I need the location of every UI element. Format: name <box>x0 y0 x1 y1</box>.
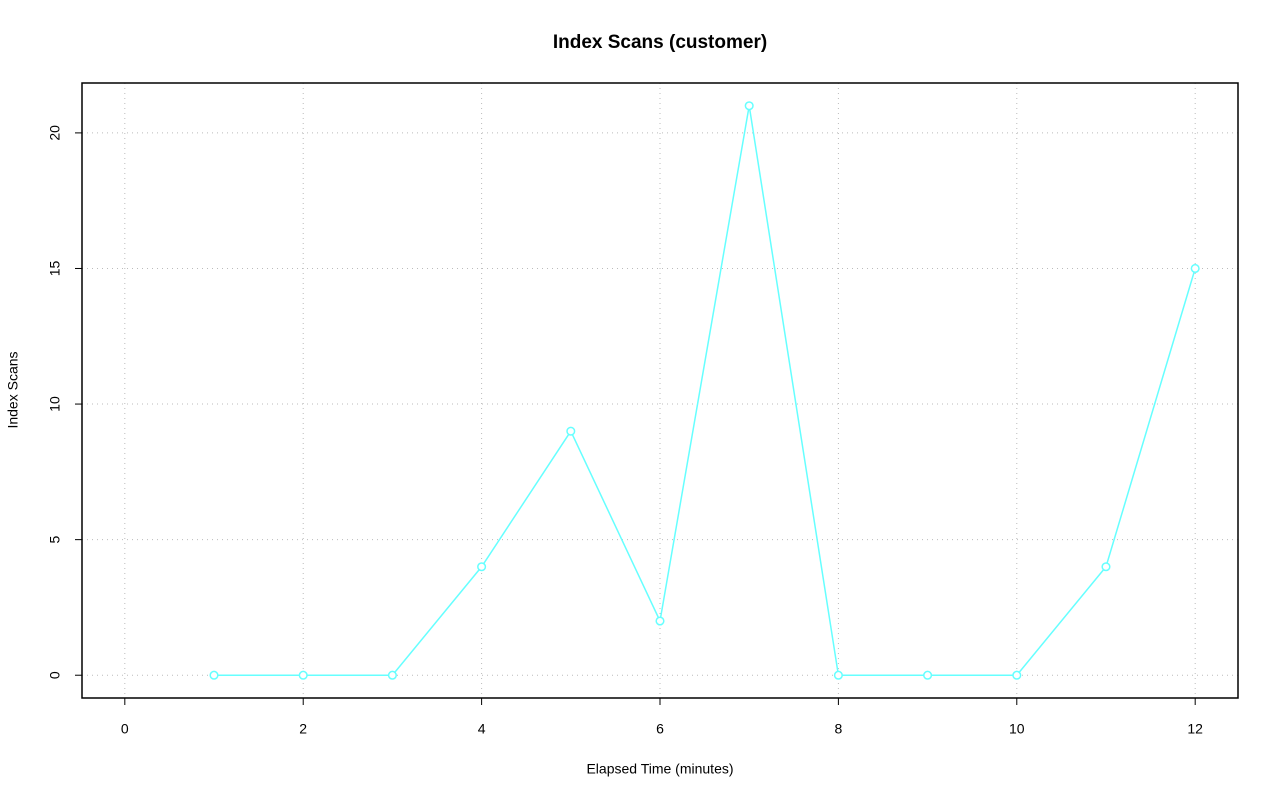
x-tick-label: 4 <box>478 721 486 737</box>
data-point <box>1101 562 1111 572</box>
chart-title: Index Scans (customer) <box>553 32 767 53</box>
x-tick-label: 8 <box>834 721 842 737</box>
data-point <box>655 616 665 626</box>
data-point <box>1012 670 1022 680</box>
data-point <box>744 101 754 111</box>
x-tick-label: 2 <box>299 721 307 737</box>
x-tick-label: 12 <box>1187 721 1203 737</box>
y-tick-label: 10 <box>47 396 63 412</box>
x-tick-label: 6 <box>656 721 664 737</box>
data-point <box>923 670 933 680</box>
y-axis-label: Index Scans <box>5 351 21 428</box>
x-tick-label: 0 <box>121 721 129 737</box>
y-tick-label: 5 <box>47 536 63 544</box>
data-point <box>387 670 397 680</box>
y-tick-label: 0 <box>47 671 63 679</box>
plot-frame <box>81 82 1239 699</box>
data-point <box>1190 263 1200 274</box>
data-point <box>209 670 219 680</box>
y-tick-label: 15 <box>47 260 63 276</box>
y-tick-label: 20 <box>47 125 63 141</box>
data-point <box>477 562 487 572</box>
x-axis-label: Elapsed Time (minutes) <box>586 761 733 777</box>
data-point <box>298 670 308 680</box>
series-line <box>214 105 1196 676</box>
data-point <box>566 426 576 436</box>
data-point <box>833 670 843 680</box>
x-tick-label: 10 <box>1009 721 1025 737</box>
